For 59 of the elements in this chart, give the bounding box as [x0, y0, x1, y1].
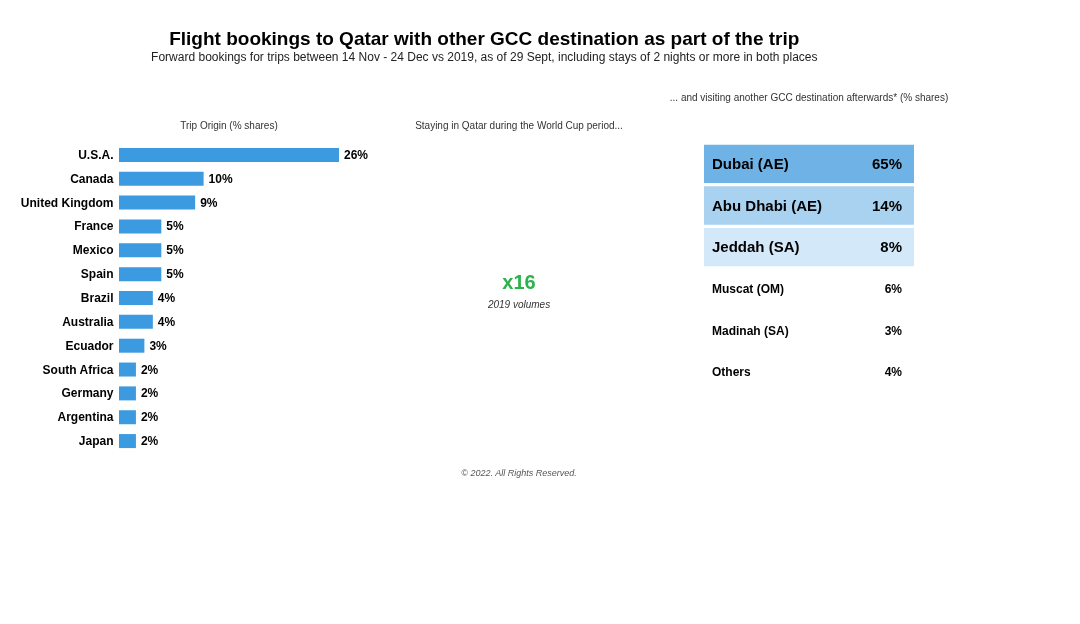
bar [119, 410, 136, 425]
text: Staying in Qatar during the World Cup period... [415, 120, 623, 131]
y-tick-label: Japan [78, 434, 114, 449]
data-label: 3% [884, 323, 903, 338]
x-axis-title: Trip Origin (% shares) [180, 120, 278, 131]
data-label: 2% [140, 410, 159, 425]
y-tick-label: Mexico [72, 243, 114, 258]
text: Forward bookings for trips between 14 Nov - 24 Dec vs 2019, as of 29 Sept, including stays of 2 nights or more in both places [151, 50, 818, 64]
bar [119, 314, 153, 329]
data-label: 3% [149, 338, 168, 353]
data-label: 5% [166, 243, 184, 258]
bar [119, 219, 162, 234]
data-label: 6% [884, 281, 903, 296]
y-tick-label: Australia [62, 314, 114, 329]
data-label: 4% [157, 314, 176, 329]
bar [119, 147, 339, 162]
data-label: 4% [884, 365, 903, 380]
text: x16 [502, 271, 536, 293]
bar [119, 291, 153, 305]
y-tick-label: Brazil [80, 291, 114, 305]
data-label: 65% [871, 154, 902, 172]
data-label: 14% [871, 196, 902, 214]
y-tick-label: Ecuador [65, 338, 114, 353]
category-label: Abu Dhabi (AE) [712, 196, 822, 214]
data-label: 26% [344, 147, 369, 162]
y-tick-label: France [74, 219, 114, 234]
bar [119, 386, 136, 401]
bar [119, 195, 196, 210]
text: © 2022. All Rights Reserved. [461, 468, 577, 478]
category-label: Jeddah (SA) [712, 238, 800, 256]
category-label: Dubai (AE) [712, 154, 789, 172]
bar [119, 338, 145, 353]
y-tick-label: Germany [61, 386, 114, 401]
text: Flight bookings to Qatar with other GCC destination as part of the trip [169, 28, 800, 49]
data-label: 4% [157, 291, 176, 305]
category-label: Others [712, 365, 751, 380]
data-label: 10% [208, 171, 233, 186]
y-tick-label: Canada [70, 171, 114, 186]
y-tick-label: U.S.A. [78, 147, 114, 162]
text: 2019 volumes [486, 299, 551, 310]
text: ... and visiting another GCC destination afterwards* (% shares) [669, 92, 949, 103]
data-label: 8% [880, 238, 902, 256]
bar [119, 434, 136, 449]
data-label: 2% [140, 386, 159, 401]
data-label: 2% [140, 362, 159, 377]
bar [119, 267, 162, 282]
bar [119, 243, 162, 258]
data-label: 5% [166, 267, 184, 282]
category-label: Muscat (OM) [712, 281, 784, 296]
y-tick-label: Spain [80, 267, 114, 282]
data-label: 5% [166, 219, 184, 234]
bar [119, 362, 136, 377]
data-label: 2% [140, 434, 159, 449]
y-tick-label: Argentina [57, 410, 114, 425]
y-tick-label: South Africa [42, 362, 114, 377]
bar [119, 171, 204, 186]
category-label: Madinah (SA) [712, 323, 789, 338]
y-tick-label: United Kingdom [20, 195, 114, 210]
data-label: 9% [200, 195, 218, 210]
